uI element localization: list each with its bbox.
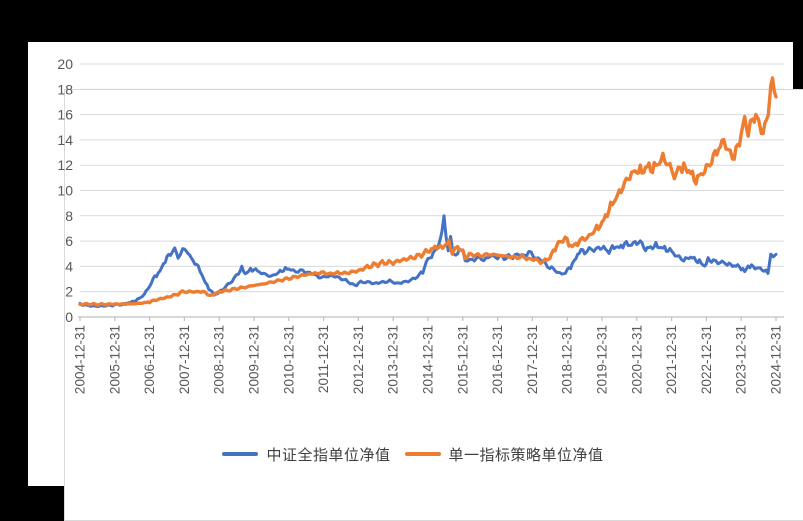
x-tick-label: 2022-12-31: [699, 325, 714, 394]
y-tick-label: 20: [57, 56, 73, 72]
x-tick-label: 2020-12-31: [629, 325, 644, 394]
legend-line-swatch-blue: [222, 452, 259, 456]
x-tick-label: 2006-12-31: [142, 325, 157, 394]
x-tick-label: 2024-12-31: [769, 325, 784, 394]
y-tick-label: 10: [57, 183, 73, 199]
legend-item-csi[interactable]: 中证全指单位净值: [222, 444, 390, 465]
chart-card: [28, 42, 803, 521]
x-tick-label: 2013-12-31: [386, 325, 401, 394]
x-tick-label: 2023-12-31: [734, 325, 749, 394]
x-tick-label: 2016-12-31: [490, 325, 505, 394]
y-tick-label: 14: [57, 132, 73, 148]
x-tick-label: 2012-12-31: [351, 325, 366, 394]
x-tick-label: 2015-12-31: [455, 325, 470, 394]
x-tick-label: 2005-12-31: [107, 325, 122, 394]
y-tick-label: 18: [57, 81, 73, 97]
x-tick-label: 2017-12-31: [525, 325, 540, 394]
legend-label: 中证全指单位净值: [266, 446, 391, 464]
x-tick-label: 2004-12-31: [73, 325, 88, 394]
y-tick-label: 16: [57, 107, 73, 123]
legend-label: 单一指标策略单位净值: [448, 446, 604, 464]
x-tick-label: 2019-12-31: [595, 325, 610, 394]
x-tick-label: 2007-12-31: [177, 325, 192, 394]
x-tick-label: 2009-12-31: [247, 325, 262, 394]
x-tick-label: 2011-12-31: [316, 325, 331, 393]
chart-legend: 中证全指单位净值 单一指标策略单位净值: [36, 441, 790, 467]
x-tick-label: 2021-12-31: [664, 325, 679, 394]
chart-frame: [64, 89, 803, 521]
y-tick-label: 0: [65, 309, 73, 325]
x-tick-label: 2010-12-31: [281, 325, 296, 394]
series-line-1[interactable]: [78, 76, 778, 307]
legend-line-swatch-orange: [404, 452, 441, 456]
x-tick-label: 2018-12-31: [560, 325, 575, 394]
y-tick-label: 4: [65, 258, 73, 274]
x-tick-label: 2008-12-31: [212, 325, 227, 394]
y-tick-label: 6: [65, 233, 73, 249]
x-tick-label: 2014-12-31: [421, 325, 436, 394]
legend-item-strategy[interactable]: 单一指标策略单位净值: [404, 444, 604, 465]
y-tick-label: 12: [57, 157, 73, 173]
y-tick-label: 2: [65, 284, 73, 300]
series-line-0[interactable]: [78, 214, 778, 309]
y-tick-label: 8: [65, 208, 73, 224]
